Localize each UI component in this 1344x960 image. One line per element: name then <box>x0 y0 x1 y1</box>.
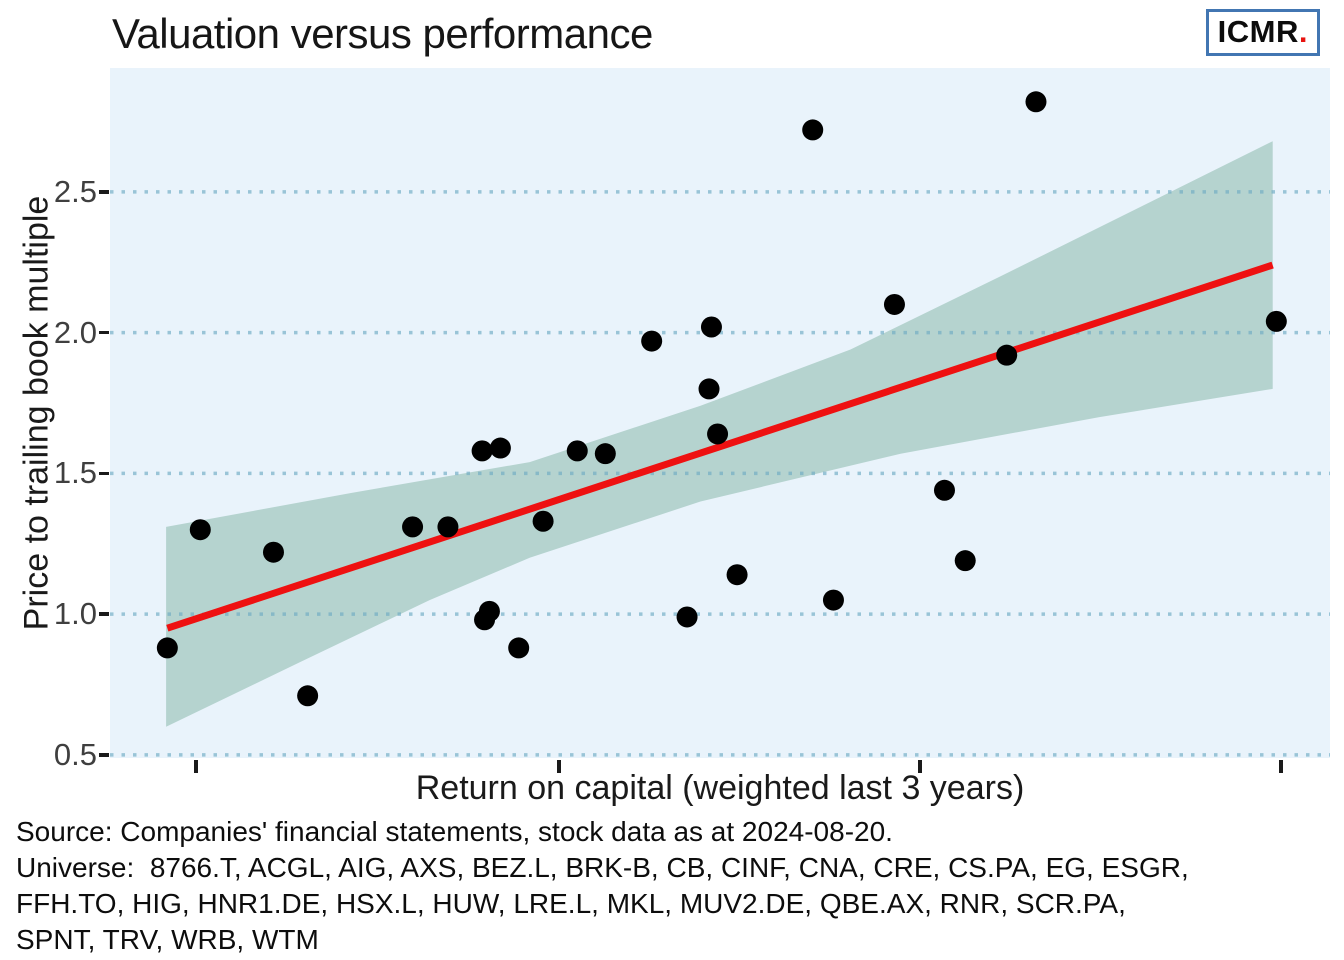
data-point-9 <box>474 609 496 631</box>
data-point-5 <box>437 516 459 538</box>
data-point-4 <box>402 516 424 538</box>
data-point-18 <box>707 423 729 445</box>
x-tick-mark-2 <box>918 760 922 773</box>
data-point-19 <box>726 564 748 586</box>
y-axis-title: Price to trailing book multiple <box>17 195 56 631</box>
x-tick-mark-3 <box>1279 760 1283 773</box>
y-tick-label-1: 1.0 <box>53 596 97 632</box>
y-tick-label-1.5: 1.5 <box>53 455 97 491</box>
icmr-logo: ICMR. <box>1205 9 1320 56</box>
source-note-line-1: Source: Companies' financial statements,… <box>16 816 893 847</box>
data-point-17 <box>698 378 720 400</box>
y-tick-label-2: 2.0 <box>53 314 97 350</box>
data-point-7 <box>489 437 511 459</box>
data-point-25 <box>996 344 1018 366</box>
data-point-16 <box>700 316 722 338</box>
x-axis-title: Return on capital (weighted last 3 years… <box>415 769 1025 807</box>
y-tick-mark-2.5 <box>99 190 109 194</box>
source-note-line-2: Universe: 8766.T, ACGL, AIG, AXS, BEZ.L,… <box>16 852 1189 883</box>
data-point-1 <box>189 519 211 541</box>
data-point-0 <box>156 637 178 659</box>
data-point-14 <box>641 330 663 352</box>
data-point-24 <box>954 550 976 572</box>
x-tick-mark-1 <box>557 760 561 773</box>
y-tick-mark-1 <box>99 612 109 616</box>
source-note-line-4: SPNT, TRV, WRB, WTM <box>16 924 319 955</box>
trend-line <box>166 261 1274 632</box>
scatter-plot <box>110 91 1330 757</box>
x-tick-mark-0 <box>194 760 198 773</box>
data-point-13 <box>594 443 616 465</box>
y-tick-label-0.5: 0.5 <box>53 736 97 772</box>
data-point-22 <box>883 293 905 315</box>
data-point-26 <box>1025 91 1047 113</box>
data-point-27 <box>1265 310 1287 332</box>
icmr-logo-text: ICMR <box>1217 14 1299 49</box>
data-point-21 <box>822 589 844 611</box>
y-tick-label-2.5: 2.5 <box>53 173 97 209</box>
data-point-12 <box>566 440 588 462</box>
data-point-20 <box>802 119 824 141</box>
data-point-2 <box>262 541 284 563</box>
data-point-6 <box>471 440 493 462</box>
source-note: Source: Companies' financial statements,… <box>16 814 1189 958</box>
chart-title: Valuation versus performance <box>112 10 653 57</box>
data-point-11 <box>532 510 554 532</box>
data-point-23 <box>933 479 955 501</box>
plot-panel <box>110 68 1330 758</box>
data-point-10 <box>508 637 530 659</box>
data-point-3 <box>297 685 319 707</box>
icmr-logo-red-dot: . <box>1298 14 1308 49</box>
y-tick-mark-0.5 <box>99 753 109 757</box>
source-note-line-3: FFH.TO, HIG, HNR1.DE, HSX.L, HUW, LRE.L,… <box>16 888 1126 919</box>
y-tick-mark-1.5 <box>99 471 109 476</box>
y-tick-mark-2 <box>99 330 109 335</box>
data-point-15 <box>676 606 698 628</box>
